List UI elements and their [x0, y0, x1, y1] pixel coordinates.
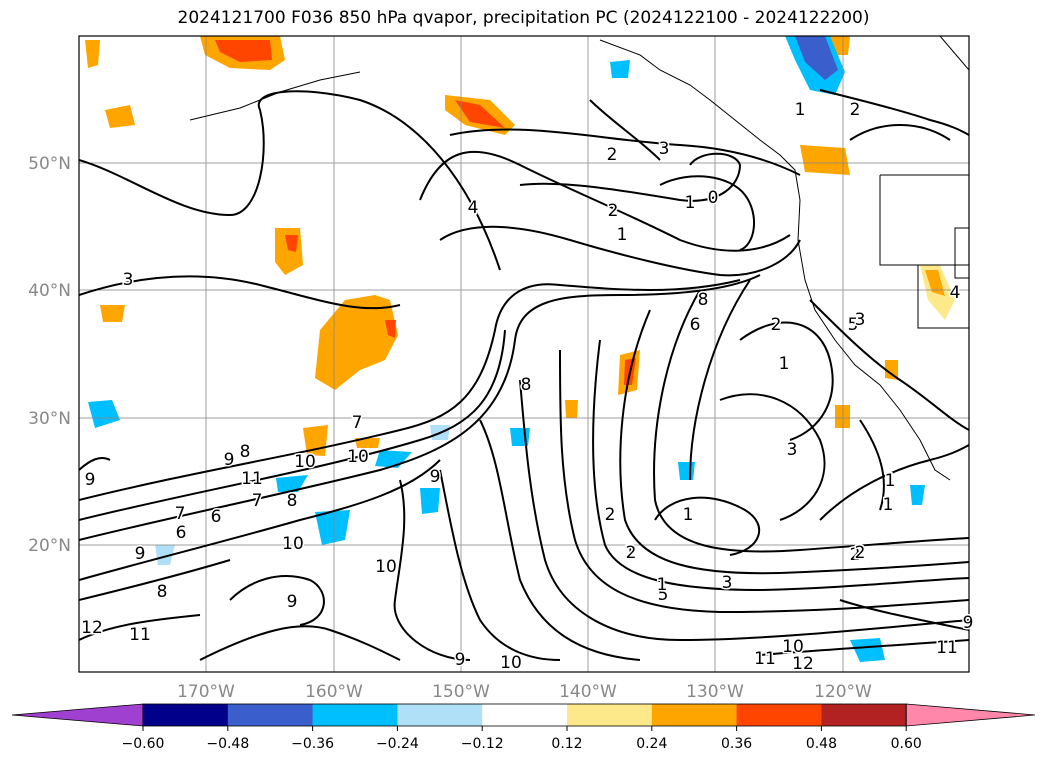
contour-label: 12	[81, 618, 103, 638]
contour-label: 2	[771, 315, 782, 335]
contour-label: 2	[605, 505, 616, 525]
colorbar-extend-left	[11, 703, 144, 727]
colorbar-segment	[312, 704, 398, 726]
colorbar-tick-label: −0.36	[291, 736, 334, 752]
colorbar-tick-label: 0.60	[891, 736, 922, 752]
lat-label-20n: 20°N	[28, 536, 71, 556]
contour-label: 9	[430, 467, 441, 487]
contour-label: 7	[252, 491, 263, 511]
contour-label: 10	[500, 653, 522, 673]
lat-label-50n: 50°N	[28, 154, 71, 174]
lon-label-150w: 150°W	[432, 682, 490, 702]
contour-label: 10	[294, 452, 316, 472]
colorbar-tick-label: 0.36	[721, 736, 752, 752]
lat-label-30n: 30°N	[28, 409, 71, 429]
contour-label: 6	[176, 523, 187, 543]
contour-label: 7	[175, 504, 186, 524]
colorbar-segment	[567, 704, 653, 726]
contour-label: 2	[850, 100, 861, 120]
contour-label: 1	[617, 225, 628, 245]
contour-label: 1	[625, 543, 636, 563]
contour-label: 2	[850, 545, 861, 565]
contour-label: 1	[683, 505, 694, 525]
lon-label-140w: 140°W	[559, 682, 617, 702]
contour-label: 3	[787, 440, 798, 460]
contour-label: 3	[855, 310, 866, 330]
colorbar-segment	[143, 704, 229, 726]
contour-label: 2	[855, 543, 866, 563]
contour-label: 9	[963, 613, 974, 633]
colorbar-segment	[397, 704, 483, 726]
lon-label-160w: 160°W	[305, 682, 363, 702]
graticule	[79, 36, 969, 672]
contour-label: 2	[608, 201, 619, 221]
contour-label: 6	[690, 315, 701, 335]
precip-shading	[85, 36, 955, 662]
colorbar-segment	[736, 704, 822, 726]
contour-label: 9	[224, 450, 235, 470]
qvapor-contours	[79, 89, 969, 661]
contour-label: 10	[782, 637, 804, 657]
contour-label: 9	[135, 544, 146, 564]
colorbar-tick-label: −0.12	[461, 736, 504, 752]
contour-label: 7	[352, 413, 363, 433]
colorbar-tick-label: 0.48	[806, 736, 837, 752]
colorbar-extend-right	[905, 703, 1036, 727]
contour-label: 10	[282, 534, 304, 554]
colorbar: −0.60 −0.48 −0.36 −0.24 −0.12 0.12 0.24 0.36 0.4…	[11, 703, 1036, 752]
contour-label: 11	[129, 625, 151, 645]
contour-label: 1	[883, 495, 894, 515]
colorbar-tick-label: 0.24	[636, 736, 667, 752]
lon-label-130w: 130°W	[686, 682, 744, 702]
colorbar-segment	[821, 704, 907, 726]
contour-label: 5	[848, 315, 859, 335]
contour-label: 4	[950, 283, 961, 303]
lat-label-40n: 40°N	[28, 281, 71, 301]
contour-label: 10	[375, 557, 397, 577]
contour-label: 0	[708, 188, 719, 208]
contour-label: 1	[779, 354, 790, 374]
contour-label: 10	[347, 447, 369, 467]
contour-label: 11	[241, 469, 263, 489]
contour-label: 8	[287, 491, 298, 511]
contour-label: 1	[657, 575, 668, 595]
contour-label: 9	[287, 592, 298, 612]
map-title: 2024121700 F036 850 hPa qvapor, precipit…	[177, 8, 870, 28]
colorbar-tick-label: −0.24	[376, 736, 419, 752]
contour-label: 8	[521, 375, 532, 395]
colorbar-segment	[227, 704, 314, 726]
contour-label: 3	[123, 270, 134, 290]
contour-label: 5	[658, 585, 669, 605]
contour-label: 8	[157, 582, 168, 602]
contour-label: 8	[698, 290, 709, 310]
colorbar-tick-label: 0.12	[551, 736, 582, 752]
colorbar-tick-label: −0.48	[206, 736, 249, 752]
contour-label: 8	[240, 442, 251, 462]
contour-label: 12	[792, 654, 814, 674]
contour-label: 6	[211, 507, 222, 527]
contour-label: 1	[795, 100, 806, 120]
contour-label: 9	[455, 650, 466, 670]
contour-label: 3	[722, 573, 733, 593]
colorbar-segment	[482, 704, 568, 726]
contour-label: 2	[607, 145, 618, 165]
colorbar-tick-label: −0.60	[122, 736, 165, 752]
contour-label: 2	[626, 543, 637, 563]
contour-label: 4	[468, 198, 479, 218]
map-frame	[78, 35, 970, 673]
lon-label-170w: 170°W	[177, 682, 235, 702]
contour-label: 1	[885, 471, 896, 491]
contour-label: 11	[936, 638, 958, 658]
contour-label: 3	[659, 139, 670, 159]
contour-label: 9	[85, 470, 96, 490]
lon-label-120w: 120°W	[814, 682, 872, 702]
contour-label: 1	[685, 193, 696, 213]
contour-label: 11	[754, 649, 776, 669]
colorbar-segment	[651, 704, 738, 726]
